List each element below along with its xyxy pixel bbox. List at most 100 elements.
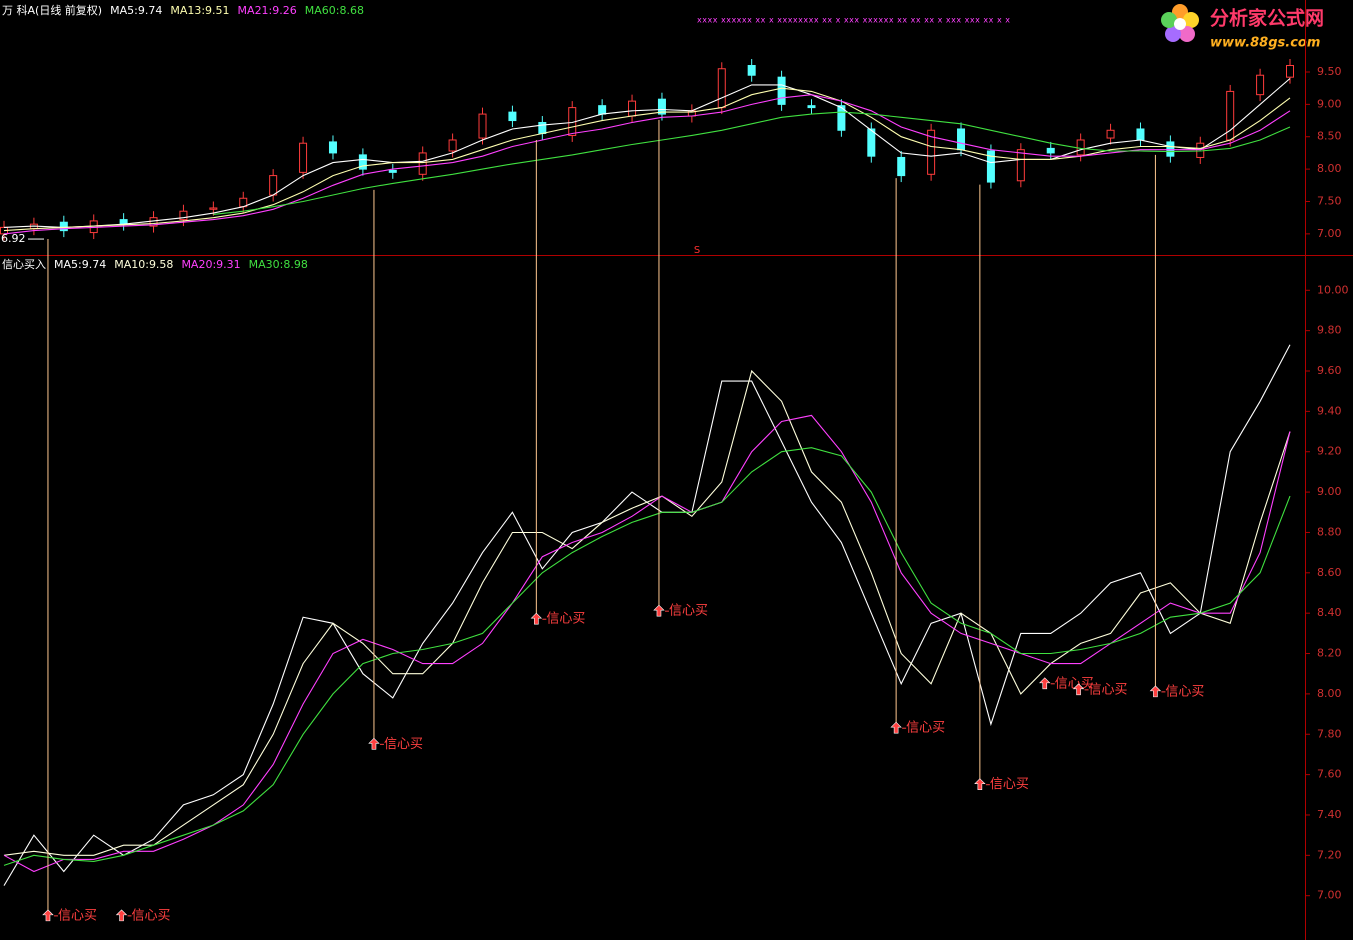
petal [1161,12,1177,28]
candle-body [1136,128,1145,141]
signal-arrow [890,721,902,734]
y-tick-label: 9.00 [1317,97,1342,110]
candle-body [209,207,218,210]
candle-body [657,98,666,115]
y-tick-label: 9.60 [1317,364,1342,377]
petal [1179,26,1195,42]
candle-body [508,111,517,122]
candle-body [478,113,487,139]
signal-label: 信心买 [1055,676,1094,691]
pane-title: 万 科A(日线 前复权) [2,3,102,17]
signal-arrow [42,909,54,922]
candle-body [897,156,906,177]
signal-arrow [530,612,543,625]
candle-body [807,105,816,109]
candle-body [747,65,756,76]
signal-label: 信心买 [132,908,171,923]
candle-body [1046,147,1055,154]
ma-line [3,78,1291,228]
y-tick-label: 7.80 [1317,727,1342,740]
legend-entry: MA13:9.51 [170,4,229,17]
candle-body [1106,129,1115,139]
signal-row: xxxx xxxxxx xx x xxxxxxxx xx x xxx xxxxx… [697,16,1010,25]
signal-label: 信心买 [990,777,1029,792]
pane-title: 信心买入 [2,258,46,271]
candle-body [1256,74,1265,96]
legend-entry: MA21:9.26 [238,4,297,17]
legend-entry: MA60:8.68 [305,4,364,17]
y-tick-label: 8.80 [1317,525,1342,538]
candle-body [1286,65,1294,78]
signal-label: 信心买 [906,721,945,736]
candle-body [628,100,637,117]
candle-body [538,121,547,135]
signal-label: 信心买 [1165,684,1204,699]
candle-body [388,169,397,173]
candle-body [269,175,278,196]
y-tick-label: 8.50 [1317,130,1342,143]
candle-body [777,76,786,105]
y-tick-label: 8.00 [1317,687,1342,700]
candle-body [448,139,457,152]
ma-line [3,369,1291,856]
ma-line [3,87,1291,232]
y-tick-label: 8.20 [1317,647,1342,660]
candle-body [149,217,158,227]
y-tick-label: 7.00 [1317,889,1342,902]
legend-entry: MA5:9.74 [110,4,162,17]
signal-label: 信心买 [58,908,97,923]
flower-center [1174,18,1186,30]
candle-body [598,105,607,115]
candle-body [1016,149,1025,182]
legend-entry: MA10:9.58 [114,258,173,271]
y-tick-label: 9.80 [1317,324,1342,337]
legend-entry: MA30:8.98 [249,258,308,271]
signal-arrow [1039,677,1051,690]
y-tick-label: 7.00 [1317,227,1342,240]
candle-body [986,150,995,183]
signal-arrow [974,778,986,791]
signal-arrow [653,604,665,617]
candle-body [1226,90,1235,141]
petal [1172,4,1188,20]
ma-line [3,344,1291,886]
candle-body [717,68,726,109]
y-tick-label: 9.20 [1317,445,1342,458]
petal [1165,26,1181,42]
legend-entry: MA20:9.31 [181,258,240,271]
y-tick-label: 7.60 [1317,768,1342,781]
ma-line [3,447,1291,866]
candle-body [1166,141,1175,157]
candle-body [867,128,876,157]
candle-body [328,141,337,154]
logo-url: www.88gs.com [1210,36,1320,51]
y-tick-label: 9.50 [1317,65,1342,78]
y-tick-label: 8.40 [1317,606,1342,619]
candle-body [59,221,68,232]
candle-body [358,154,367,170]
logo-title: 分析家公式网 [1210,7,1324,30]
y-tick-label: 10.00 [1317,283,1349,296]
petal [1183,12,1199,28]
signal-label: 信心买 [669,604,708,619]
y-tick-label: 7.20 [1317,848,1342,861]
y-tick-label: 9.40 [1317,404,1342,417]
signal-label: 信心买 [546,612,585,627]
logo: 分析家公式网 www.88gs.com [1161,4,1324,51]
ma-line [213,111,1291,215]
y-tick-label: 7.50 [1317,194,1342,207]
y-tick-label: 7.40 [1317,808,1342,821]
ma-line [3,414,1291,873]
low-label: 6.92 [1,232,26,245]
ma-line [3,94,1291,235]
candle-body [927,129,936,175]
candle-body [418,152,427,175]
y-tick-label: 8.60 [1317,566,1342,579]
signal-arrow [115,909,128,922]
legend-entry: MA5:9.74 [54,258,106,271]
candle-body [179,210,188,221]
y-tick-label: 9.00 [1317,485,1342,498]
signal-arrow [368,737,380,750]
annotation: S [694,245,700,256]
candle-body [837,105,846,131]
